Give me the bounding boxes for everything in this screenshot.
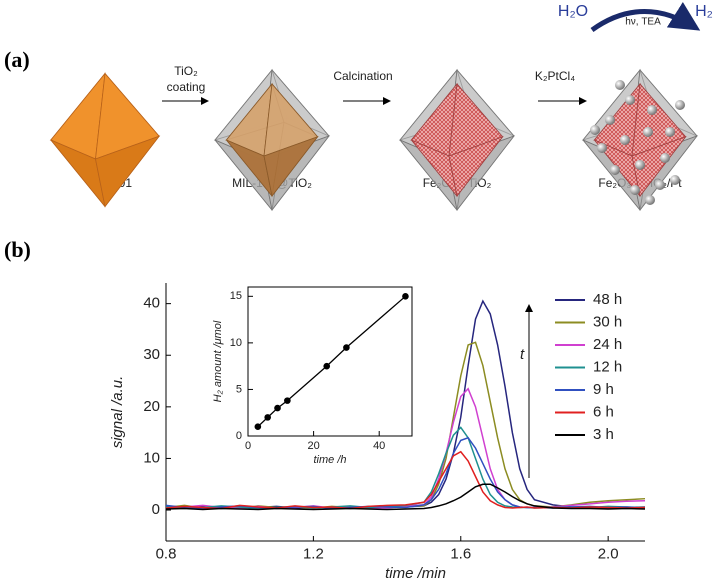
pt-particle <box>620 135 630 145</box>
data-point <box>274 404 281 412</box>
panel-label: (a) <box>4 47 30 72</box>
x-tick-label: 20 <box>307 440 319 452</box>
panel-label: (b) <box>4 237 31 262</box>
pt-particle <box>665 127 675 137</box>
x-axis-label: time /h <box>313 454 346 466</box>
pt-particle <box>615 80 625 90</box>
pt-particle <box>660 153 670 163</box>
series-line <box>165 436 646 510</box>
legend-label: 30 h <box>593 313 622 330</box>
data-point <box>284 397 291 404</box>
legend-label: 6 h <box>593 403 614 420</box>
legend-label: 3 h <box>593 426 614 443</box>
condition: hν, TEA <box>625 17 661 28</box>
pt-particle <box>625 95 635 105</box>
data-point <box>254 423 262 430</box>
octahedron-face <box>631 135 687 197</box>
x-axis-label: time /min <box>385 565 446 581</box>
y-tick-label: 15 <box>230 290 242 302</box>
pt-particle <box>643 127 653 137</box>
x-tick-label: 40 <box>373 440 385 452</box>
legend-label: 9 h <box>593 381 614 398</box>
arrow-label: Calcination <box>333 69 392 83</box>
data-point <box>323 362 331 370</box>
pt-particle <box>645 195 655 205</box>
y-tick-label: 10 <box>230 337 242 349</box>
annotation: t <box>520 346 525 363</box>
reactant: H₂O <box>558 3 588 20</box>
pt-particle <box>675 100 685 110</box>
pt-particle <box>610 165 620 175</box>
curved-arrow <box>590 1 701 33</box>
pt-particle <box>647 105 657 115</box>
x-tick-label: 1.2 <box>303 545 324 562</box>
data-point <box>402 293 409 300</box>
pt-particle <box>590 125 600 135</box>
y-axis-label: signal /a.u. <box>109 376 126 449</box>
y-tick-label: 30 <box>143 346 160 363</box>
data-point <box>264 414 271 421</box>
legend-label: 48 h <box>593 291 622 308</box>
inset-frame <box>247 286 413 437</box>
series-line <box>165 483 646 511</box>
y-tick-label: 20 <box>143 398 160 415</box>
legend-label: 12 h <box>593 358 622 375</box>
data-point <box>343 344 350 351</box>
x-tick-label: 2.0 <box>598 545 619 562</box>
pt-particle <box>597 143 607 153</box>
y-tick-label: 5 <box>236 383 242 395</box>
y-axis-label: H₂ amount /μmol <box>212 320 224 402</box>
y-tick-label: 0 <box>236 430 242 442</box>
series-line <box>165 450 646 510</box>
y-tick-label: 40 <box>143 295 160 312</box>
arrow-label: TiO₂ <box>174 64 198 78</box>
y-tick-label: 0 <box>152 501 160 518</box>
octahedron-face <box>263 135 319 197</box>
x-tick-label: 0.8 <box>156 545 177 562</box>
x-tick-label: 0 <box>245 440 251 452</box>
pt-particle <box>630 185 640 195</box>
pt-particle <box>635 160 645 170</box>
panel-a: (a) MIL-101 MIL-101@TiO₂ Fe₂O₃@TiO₂ Fe₂O… <box>4 1 713 211</box>
arrow-label: K₂PtCl₄ <box>535 69 575 83</box>
pt-particle <box>605 115 615 125</box>
pt-particle <box>655 180 665 190</box>
legend-label: 24 h <box>593 336 622 353</box>
x-tick-label: 1.6 <box>450 545 471 562</box>
pt-particle <box>670 175 680 185</box>
octahedron-face <box>448 135 504 197</box>
y-tick-label: 10 <box>143 449 160 466</box>
octahedron-face <box>95 135 161 208</box>
arrow-label: coating <box>167 80 206 94</box>
product: H₂ <box>695 3 713 20</box>
